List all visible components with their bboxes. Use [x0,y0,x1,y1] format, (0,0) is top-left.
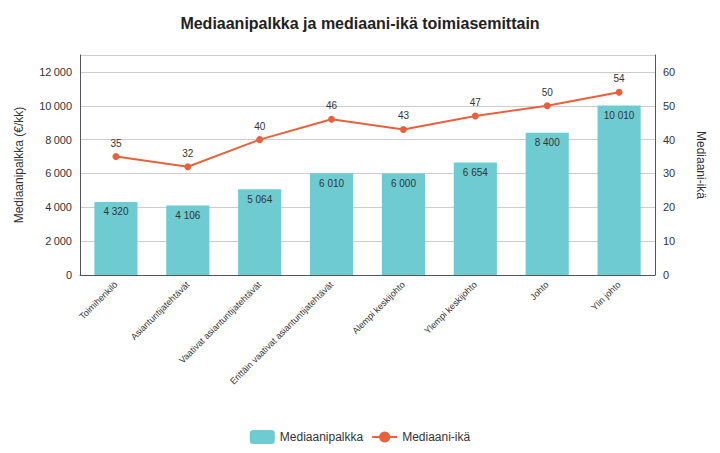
svg-text:30: 30 [663,167,675,179]
svg-text:10: 10 [663,235,675,247]
svg-text:Mediaanipalkka ja mediaani-ikä: Mediaanipalkka ja mediaani-ikä toimiasem… [180,15,539,32]
svg-text:10 000: 10 000 [39,100,72,112]
svg-text:6 000: 6 000 [45,167,72,179]
svg-text:Toimihenkilö: Toimihenkilö [77,279,119,321]
svg-text:2 000: 2 000 [45,235,72,247]
svg-text:10 010: 10 010 [604,110,635,121]
svg-text:6 654: 6 654 [463,167,488,178]
svg-text:Ylin johto: Ylin johto [589,279,622,312]
svg-text:0: 0 [66,269,72,281]
svg-text:47: 47 [470,97,482,108]
svg-text:32: 32 [182,148,194,159]
svg-text:Vaativat asiantuntijatehtävät: Vaativat asiantuntijatehtävät [177,279,263,365]
svg-text:4 320: 4 320 [103,206,128,217]
svg-text:8 400: 8 400 [535,137,560,148]
svg-text:Alempi keskijohto: Alempi keskijohto [350,279,407,336]
svg-text:4 000: 4 000 [45,201,72,213]
svg-text:Mediaani-ikä: Mediaani-ikä [694,131,708,199]
svg-text:4 106: 4 106 [175,210,200,221]
svg-text:40: 40 [254,121,266,132]
svg-text:6 000: 6 000 [391,178,416,189]
svg-text:50: 50 [542,87,554,98]
svg-text:Mediaanipalkka (€/kk): Mediaanipalkka (€/kk) [12,107,26,224]
svg-text:20: 20 [663,201,675,213]
svg-text:Asiantuntijatehtävät: Asiantuntijatehtävät [129,279,192,342]
svg-text:35: 35 [110,138,122,149]
svg-text:Mediaanipalkka: Mediaanipalkka [280,430,364,444]
svg-text:Ylempi keskijohto: Ylempi keskijohto [422,279,479,336]
svg-text:40: 40 [663,134,675,146]
svg-text:Erittäin vaativat asiantuntija: Erittäin vaativat asiantuntijatehtävät [228,279,335,386]
svg-text:0: 0 [663,269,669,281]
svg-text:8 000: 8 000 [45,134,72,146]
svg-text:Johto: Johto [528,279,551,302]
svg-text:5 064: 5 064 [247,194,272,205]
svg-text:60: 60 [663,66,675,78]
svg-text:54: 54 [614,73,626,84]
svg-text:12 000: 12 000 [39,66,72,78]
svg-text:50: 50 [663,100,675,112]
svg-text:6 010: 6 010 [319,178,344,189]
svg-text:43: 43 [398,110,410,121]
svg-text:46: 46 [326,100,338,111]
svg-text:Mediaani-ikä: Mediaani-ikä [402,430,470,444]
